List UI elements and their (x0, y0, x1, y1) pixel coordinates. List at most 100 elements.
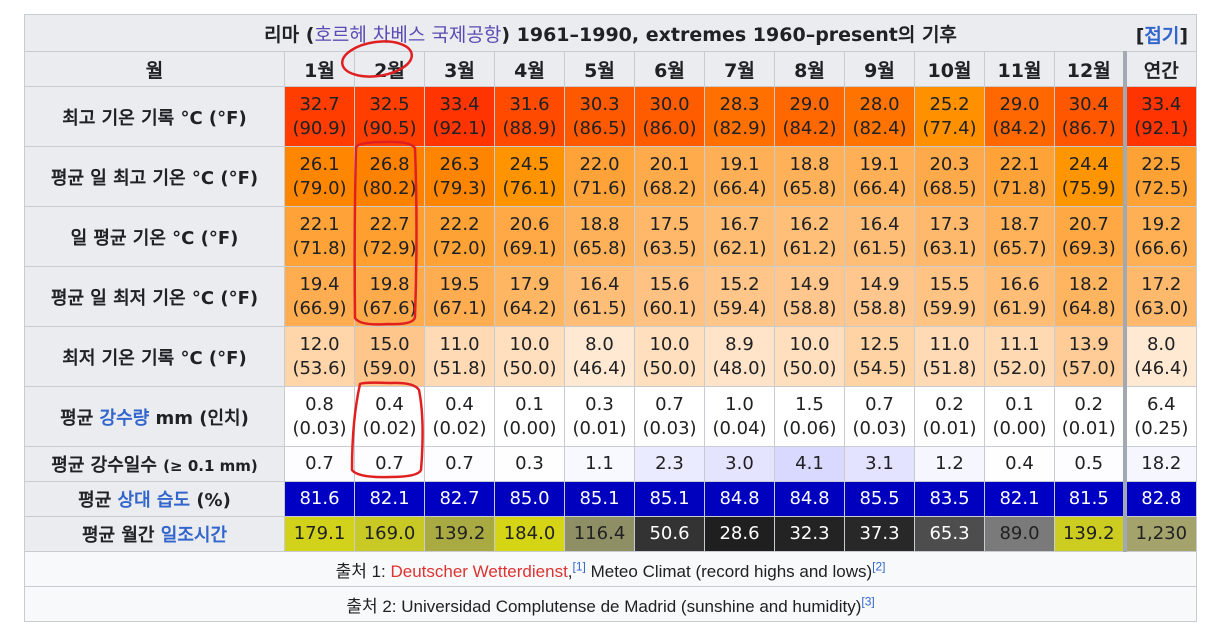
metric-value: 0.8 (305, 393, 334, 415)
metric-value: 24.5 (509, 153, 550, 175)
imperial-value: (71.8) (992, 177, 1047, 199)
metric-value: 25.2 (929, 93, 970, 115)
row-label-link[interactable]: 일조시간 (160, 525, 228, 546)
value-cell: 28.6 (704, 516, 775, 552)
year-value-cell: 17.2 (63.0) (1122, 266, 1198, 327)
airport-link[interactable]: 호르헤 차베스 국제공항 (314, 23, 502, 46)
value-cell: 0.7 (424, 446, 495, 482)
metric-value: 22.1 (299, 213, 340, 235)
source-2-text: 출처 2: Universidad Complutense de Madrid … (346, 596, 862, 616)
metric-value: 19.5 (439, 273, 480, 295)
metric-value: 85.1 (649, 488, 690, 509)
imperial-value: (61.5) (572, 297, 627, 319)
metric-value: 28.6 (719, 523, 760, 544)
metric-value: 12.0 (299, 333, 340, 355)
metric-value: 85.5 (859, 488, 900, 509)
metric-value: 11.0 (929, 333, 970, 355)
imperial-value: (69.3) (1061, 237, 1116, 259)
metric-value: 184.0 (503, 523, 556, 544)
row-label-link[interactable]: 강수량 (99, 407, 150, 429)
imperial-value: (52.0) (992, 357, 1047, 379)
value-cell: 50.6 (634, 516, 705, 552)
metric-value: 18.2 (1068, 273, 1109, 295)
value-cell: 15.5 (59.9) (914, 266, 985, 327)
metric-value: 19.8 (369, 273, 410, 295)
row-label: 평균 일 최저 기온 °C (°F) (24, 266, 285, 327)
metric-value: 16.6 (999, 273, 1040, 295)
value-cell: 0.7 (0.03) (844, 386, 915, 447)
metric-value: 8.0 (1146, 333, 1176, 355)
metric-value: 30.0 (649, 93, 690, 115)
ref-2[interactable]: [2] (872, 558, 886, 573)
value-cell: 11.0 (51.8) (424, 326, 495, 387)
metric-value: 30.4 (1068, 93, 1109, 115)
metric-value: 16.2 (789, 213, 830, 235)
metric-value: 50.6 (649, 523, 690, 544)
value-cell: 82.7 (424, 481, 495, 517)
table-title: 리마 (호르헤 차베스 국제공항) 1961–1990, extremes 19… (23, 14, 1198, 52)
value-cell: 30.3 (86.5) (564, 86, 635, 147)
value-cell: 20.1 (68.2) (634, 146, 705, 207)
collapse-link[interactable]: 접기 (1144, 25, 1180, 47)
imperial-value: (0.02) (432, 417, 487, 439)
value-cell: 8.9 (48.0) (704, 326, 775, 387)
ref-3[interactable]: [3] (861, 593, 875, 608)
value-cell: 19.1 (66.4) (844, 146, 915, 207)
value-cell: 0.2 (0.01) (914, 386, 985, 447)
metric-value: 13.9 (1068, 333, 1109, 355)
metric-value: 14.9 (789, 273, 830, 295)
month-header: 8월 (774, 51, 845, 87)
metric-value: 19.1 (719, 153, 760, 175)
metric-value: 26.8 (369, 153, 410, 175)
source-1-prefix: 출처 1: (335, 561, 391, 581)
value-cell: 169.0 (354, 516, 425, 552)
metric-value: 1.5 (795, 393, 824, 415)
value-cell: 19.1 (66.4) (704, 146, 775, 207)
imperial-value: (58.8) (782, 297, 837, 319)
imperial-value: (63.5) (642, 237, 697, 259)
row-label: 평균 상대 습도 (%) (24, 481, 285, 517)
metric-value: 22.5 (1141, 153, 1182, 175)
year-value-cell: 6.4 (0.25) (1122, 386, 1198, 447)
source-2: 출처 2: Universidad Complutense de Madrid … (23, 586, 1198, 622)
value-cell: 22.1 (71.8) (984, 146, 1055, 207)
value-cell: 15.0 (59.0) (354, 326, 425, 387)
value-cell: 3.0 (704, 446, 775, 482)
imperial-value: (48.0) (712, 357, 767, 379)
value-cell: 16.7 (62.1) (704, 206, 775, 267)
metric-value: 179.1 (293, 523, 346, 544)
table-row: 평균 강수량 mm (인치) 0.8 (0.03) 0.4 (0.02) 0.4 (0.02… (24, 386, 1198, 447)
row-label: 평균 강수일수 (≥ 0.1 mm) (24, 446, 285, 482)
value-cell: 29.0 (84.2) (774, 86, 845, 147)
month-header: 3월 (424, 51, 495, 87)
table-row: 평균 월간 일조시간 179.1 169.0 139.2 184.0 116.4 50.6 2… (24, 516, 1198, 552)
metric-value: 10.0 (789, 333, 830, 355)
ref-1[interactable]: [1] (572, 558, 586, 573)
value-cell: 0.7 (0.03) (634, 386, 705, 447)
value-cell: 22.0 (71.6) (564, 146, 635, 207)
value-cell: 16.2 (61.2) (774, 206, 845, 267)
imperial-value: (51.8) (432, 357, 487, 379)
collapse-toggle[interactable]: [접기] (1135, 25, 1189, 47)
imperial-value: (79.3) (432, 177, 487, 199)
year-value-cell: 18.2 (1122, 446, 1198, 482)
imperial-value: (66.4) (712, 177, 767, 199)
value-cell: 0.3 (494, 446, 565, 482)
metric-value: 12.5 (859, 333, 900, 355)
metric-value: 1.1 (585, 453, 614, 474)
value-cell: 82.1 (354, 481, 425, 517)
imperial-value: (46.4) (1134, 357, 1189, 379)
imperial-value: (54.5) (852, 357, 907, 379)
value-cell: 22.1 (71.8) (284, 206, 355, 267)
imperial-value: (67.1) (432, 297, 487, 319)
value-cell: 13.9 (57.0) (1054, 326, 1125, 387)
metric-value: 8.0 (585, 333, 614, 355)
metric-value: 84.8 (719, 488, 760, 509)
row-label: 평균 월간 일조시간 (24, 516, 285, 552)
dwd-link[interactable]: Deutscher Wetterdienst (390, 561, 568, 581)
imperial-value: (59.0) (362, 357, 417, 379)
table-row: 평균 강수일수 (≥ 0.1 mm) 0.7 0.7 0.7 0.3 1.1 2.3 3.0 4… (24, 446, 1198, 482)
value-cell: 20.7 (69.3) (1054, 206, 1125, 267)
row-label-link[interactable]: 상대 습도 (117, 490, 191, 511)
year-value-cell: 1,230 (1122, 516, 1198, 552)
